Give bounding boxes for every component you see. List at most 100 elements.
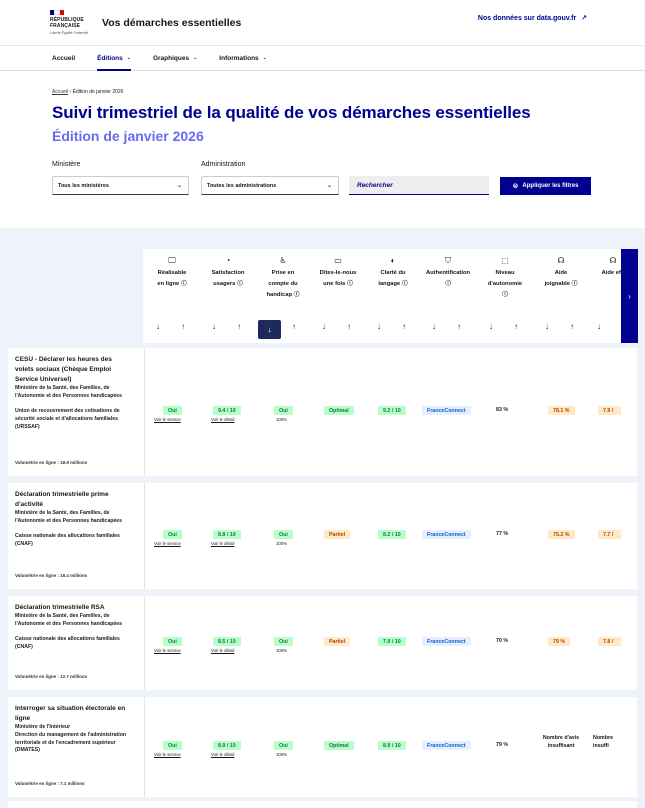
nav-item-2[interactable]: Graphiques ⌄ (153, 46, 197, 71)
headset-icon: ☊ (609, 256, 617, 265)
handicap-badge: Oui (274, 741, 293, 750)
site-title[interactable]: Vos démarches essentielles (102, 16, 242, 29)
administration-select[interactable]: Toutes les administrations ⌄ (201, 176, 339, 195)
aide-badge: 78.1 % (548, 406, 575, 415)
clarte-badge: 8.9 / 10 (378, 741, 406, 750)
sort-desc-button[interactable]: ↓ (322, 322, 326, 331)
column-header-label: Réalisable (157, 270, 187, 276)
dlnuf-badge: Optimal (324, 741, 354, 750)
row-title[interactable]: Interroger sa situation électorale en li… (15, 705, 126, 722)
search-input[interactable]: Rechercher (349, 176, 489, 195)
administration-select-value: Toutes les administrations (207, 182, 277, 189)
satisfaction-badge: 8.9 / 10 (213, 741, 241, 750)
dlnuf-badge: Partiel (324, 530, 351, 539)
sort-asc-button[interactable]: ↑ (402, 322, 406, 331)
apply-filters-label: Appliquer les filtres (522, 183, 579, 189)
sort-desc-button[interactable]: ↓ (489, 322, 493, 331)
apply-filters-button[interactable]: ⊜ Appliquer les filtres (500, 177, 591, 195)
page-title: Suivi trimestriel de la qualité de vos d… (52, 103, 531, 122)
sort-asc-button[interactable]: ↑ (237, 322, 241, 331)
column-header-label: Prise en (271, 270, 295, 276)
autonomie-value: 70 % (496, 638, 509, 644)
flag-icon (50, 10, 64, 15)
sort-desc-button[interactable]: ↓ (432, 322, 436, 331)
sort-asc-button[interactable]: ↑ (514, 322, 518, 331)
see-detail-link[interactable]: Voir le détail (211, 541, 235, 546)
column-header-0: 🖵 Réalisable en ligne ⓘ (144, 249, 200, 290)
row-administration: Union de recouvrement des cotisations de… (15, 408, 120, 430)
main-nav: Accueil Éditions ⌄ Graphiques ⌄ Informations ⌄ (0, 46, 645, 71)
site-header: RÉPUBLIQUE FRANÇAISE Liberté Égalité Fra… (0, 0, 645, 46)
row-title[interactable]: CESU - Déclarer les heures des volets so… (15, 356, 112, 383)
column-header-label: Authentification (425, 270, 471, 276)
autonomie-value: 77 % (496, 531, 509, 537)
see-detail-link[interactable]: Voir le détail (211, 417, 235, 422)
satisfaction-badge: 9.4 / 10 (213, 406, 241, 415)
row-ministry: Ministère de l'Intérieur (15, 724, 71, 730)
sort-asc-button[interactable]: ↑ (457, 322, 461, 331)
chevron-right-icon: › (628, 291, 631, 301)
nav-item-3[interactable]: Informations ⌄ (219, 46, 267, 71)
column-header-5: ⛉ Authentification ⓘ (420, 249, 476, 290)
sort-desc-button[interactable]: ↓ (545, 322, 549, 331)
logo-line-1: RÉPUBLIQUE (50, 17, 84, 23)
row-divider (144, 348, 145, 476)
external-link-icon: ↗ (581, 15, 587, 22)
sort-asc-button[interactable]: ↑ (347, 322, 351, 331)
palette-icon: ◔ (225, 256, 231, 265)
aide-value: Nombre d'avis insuffisant (542, 735, 580, 749)
sort-asc-button[interactable]: ↑ (570, 322, 574, 331)
breadcrumb-home[interactable]: Accueil (52, 89, 69, 95)
row-divider (144, 483, 145, 589)
row-title[interactable]: Déclaration trimestrielle prime d'activi… (15, 491, 109, 508)
scroll-right-button[interactable]: › (621, 249, 638, 343)
ministere-label: Ministère (52, 161, 81, 168)
see-service-link[interactable]: Voir le service (154, 417, 181, 422)
sort-asc-button[interactable]: ↑ (181, 322, 185, 331)
see-detail-link[interactable]: Voir le détail (211, 648, 235, 653)
sort-desc-button[interactable]: ↓ (597, 322, 601, 331)
auth-badge: FranceConnect (422, 741, 471, 750)
column-header-label: ⓘ (502, 292, 508, 298)
autonomie-value: 79 % (496, 742, 509, 748)
ministere-select[interactable]: Tous les ministères ⌄ (52, 176, 189, 195)
see-detail-link[interactable]: Voir le détail (211, 752, 235, 757)
see-service-link[interactable]: Voir le service (154, 752, 181, 757)
headset-icon: ☊ (557, 256, 565, 265)
nav-item-0[interactable]: Accueil (52, 46, 75, 71)
table-row (8, 596, 637, 690)
column-header-label: Satisfaction (211, 270, 245, 276)
sort-asc-button[interactable]: ↑ (292, 322, 296, 331)
sort-desc-button[interactable]: ↓ (156, 322, 160, 331)
see-service-link[interactable]: Voir le service (154, 541, 181, 546)
row-divider (144, 596, 145, 690)
data-gouv-link[interactable]: Nos données sur data.gouv.fr ↗ (478, 14, 587, 22)
column-header-7: ☊ Aide joignable ⓘ (533, 249, 589, 290)
online-badge: Oui (163, 406, 182, 415)
sort-desc-button-active[interactable]: ↓ (258, 320, 281, 339)
chevron-down-icon: ⌄ (126, 55, 131, 61)
auth-badge: FranceConnect (422, 637, 471, 646)
page-subtitle: Édition de janvier 2026 (52, 128, 204, 144)
column-headers (143, 249, 621, 343)
data-gouv-link-label: Nos données sur data.gouv.fr (477, 15, 577, 22)
republique-francaise-logo[interactable]: RÉPUBLIQUE FRANÇAISE Liberté Égalité Fra… (50, 10, 94, 35)
handicap-percent: 100% (276, 417, 287, 422)
row-ministry: Ministère de la Santé, des Familles, de … (15, 385, 123, 399)
online-badge: Oui (163, 637, 182, 646)
column-header-2: ♿ Prise en compte du handicap ⓘ (255, 249, 311, 301)
row-title[interactable]: Déclaration trimestrielle RSA (15, 604, 105, 611)
see-service-link[interactable]: Voir le service (154, 648, 181, 653)
handicap-badge: Oui (274, 530, 293, 539)
id-card-icon: ▭ (334, 256, 342, 265)
column-header-6: ⬚ Niveau d'autonomie ⓘ (477, 249, 533, 301)
column-header-4: ◐ Clarté du langage ⓘ (365, 249, 421, 290)
online-badge: Oui (163, 741, 182, 750)
auth-badge: FranceConnect (422, 406, 471, 415)
nav-item-1[interactable]: Éditions ⌄ (97, 46, 131, 71)
column-header-label: usagers ⓘ (213, 281, 243, 287)
column-header-label: en ligne ⓘ (157, 281, 187, 287)
sort-desc-button[interactable]: ↓ (377, 322, 381, 331)
aide-eff-value: Nombre insuffi (593, 735, 614, 749)
sort-desc-button[interactable]: ↓ (212, 322, 216, 331)
